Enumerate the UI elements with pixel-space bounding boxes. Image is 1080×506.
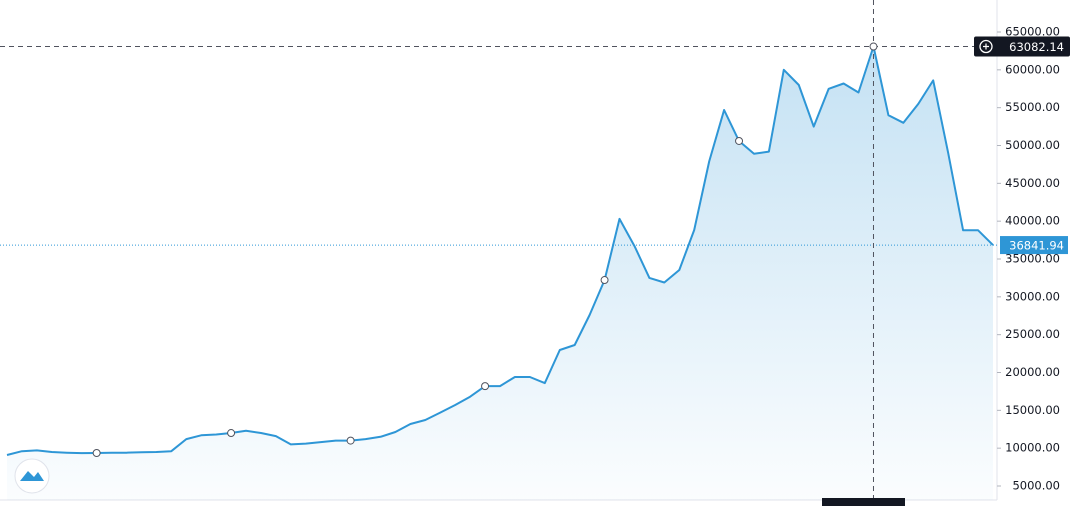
- logo[interactable]: [14, 458, 50, 494]
- y-tick-label: 10000.00: [1005, 441, 1060, 455]
- alert-icon: [979, 39, 993, 54]
- event-marker: [92, 449, 101, 458]
- crosshair-price-label: 63082.14: [1009, 40, 1064, 54]
- event-marker: [600, 276, 609, 285]
- event-marker: [227, 429, 236, 438]
- alert-icon-plus: [983, 43, 989, 50]
- y-tick-label: 55000.00: [1005, 100, 1060, 114]
- event-marker: [346, 436, 355, 445]
- y-tick-label: 45000.00: [1005, 176, 1060, 190]
- area-fill: [7, 46, 993, 500]
- y-tick-label: 50000.00: [1005, 138, 1060, 152]
- event-marker: [735, 136, 744, 145]
- crosshair-time-label: [822, 498, 905, 506]
- y-tick-label: 65000.00: [1005, 25, 1060, 39]
- last-price-label: 36841.94: [1009, 239, 1064, 253]
- last-price-box: [1000, 236, 1068, 255]
- event-marker: [481, 382, 490, 391]
- y-tick-label: 35000.00: [1005, 252, 1060, 266]
- y-tick-label: 60000.00: [1005, 62, 1060, 76]
- crosshair-price-box: [974, 36, 1070, 57]
- y-tick-label: 30000.00: [1005, 289, 1060, 303]
- y-tick-label: 20000.00: [1005, 365, 1060, 379]
- event-marker: [869, 42, 878, 51]
- y-tick-label: 40000.00: [1005, 214, 1060, 228]
- y-tick-label: 25000.00: [1005, 327, 1060, 341]
- price-line: [6, 45, 994, 456]
- y-tick-label: 5000.00: [1012, 479, 1060, 493]
- y-tick-label: 15000.00: [1005, 403, 1060, 417]
